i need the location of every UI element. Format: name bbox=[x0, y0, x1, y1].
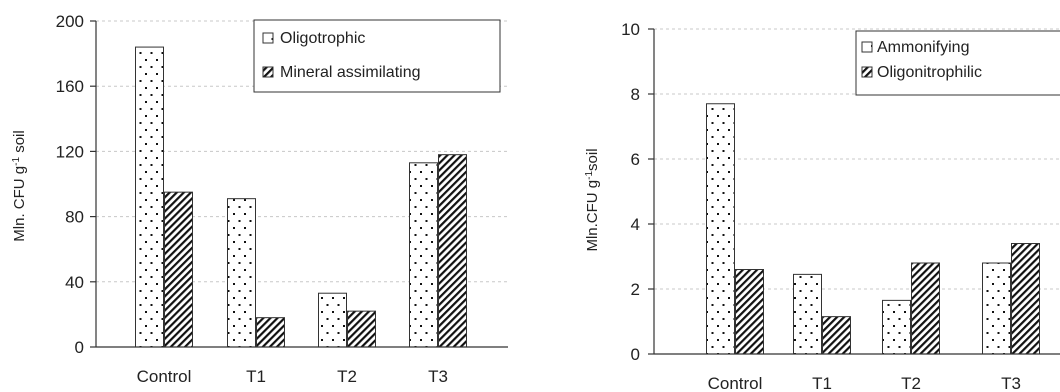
y-tick-label: 40 bbox=[65, 273, 84, 292]
chart-0-y-ticks: 0 40 80 120 160 200 bbox=[56, 12, 96, 357]
chart-1-legend: Ammonifying Oligonitrophilic bbox=[855, 30, 1060, 96]
legend-swatch-oligotrophic bbox=[262, 32, 274, 44]
legend-swatch-ammonifying bbox=[861, 41, 873, 53]
y-tick-label: 200 bbox=[56, 12, 84, 31]
chart-0-legend: Oligotrophic Mineral assimilating bbox=[253, 19, 501, 93]
x-category-label-t1: T1 bbox=[246, 367, 266, 386]
x-category-label-t2: T2 bbox=[337, 367, 357, 386]
x-category-label-t3: T3 bbox=[1001, 374, 1021, 392]
chart-0-y-axis-title: Mln. CFU g-1 soil bbox=[11, 130, 29, 241]
legend-label-oligonitrophilic: Oligonitrophilic bbox=[877, 64, 982, 81]
bar-oligotrophic-t2 bbox=[318, 292, 347, 348]
legend-label-oligotrophic: Oligotrophic bbox=[280, 30, 365, 47]
bar-ammonifying-t1 bbox=[793, 273, 822, 355]
x-category-label-t3: T3 bbox=[428, 367, 448, 386]
legend-swatch-oligonitrophilic bbox=[861, 66, 873, 78]
chart-1-y-ticks: 0 2 4 6 8 10 bbox=[621, 20, 654, 364]
y-tick-label: 8 bbox=[631, 85, 640, 104]
bar-oligotrophic-control bbox=[135, 46, 164, 348]
y-tick-label: 0 bbox=[75, 338, 84, 357]
legend-swatch-mineral-assimilating bbox=[262, 66, 274, 78]
bar-mineral-assimilating-t3 bbox=[438, 154, 467, 348]
legend-label-ammonifying: Ammonifying bbox=[877, 39, 969, 56]
chart-0-bars bbox=[135, 46, 467, 348]
bar-ammonifying-control bbox=[706, 103, 735, 355]
y-tick-label: 0 bbox=[631, 345, 640, 364]
chart-1-bars bbox=[706, 103, 1040, 355]
y-tick-label: 4 bbox=[631, 215, 640, 234]
y-tick-label: 10 bbox=[621, 20, 640, 39]
x-category-label-control: Control bbox=[137, 367, 192, 386]
bar-mineral-assimilating-t1 bbox=[256, 317, 285, 348]
y-tick-label: 6 bbox=[631, 150, 640, 169]
y-tick-label: 80 bbox=[65, 208, 84, 227]
bar-oligonitrophilic-t2 bbox=[911, 262, 940, 355]
bar-oligotrophic-t1 bbox=[227, 198, 256, 348]
bar-oligonitrophilic-control bbox=[735, 269, 764, 355]
chart-1-x-labels: Control T1 T2 T3 bbox=[708, 374, 1021, 392]
bar-ammonifying-t2 bbox=[882, 299, 911, 355]
chart-ammonifying-oligonitrophilic: 0 2 4 6 8 10 Control T1 T2 T3 Mln.CFU g-1soil Am… bbox=[584, 20, 1060, 392]
bar-mineral-assimilating-control bbox=[164, 191, 193, 348]
legend-label-mineral-assimilating: Mineral assimilating bbox=[280, 64, 421, 81]
chart-0-x-labels: Control T1 T2 T3 bbox=[137, 367, 448, 386]
x-category-label-t1: T1 bbox=[812, 374, 832, 392]
chart-1-legend-box bbox=[855, 30, 1060, 96]
bar-oligonitrophilic-t3 bbox=[1011, 243, 1040, 355]
y-tick-label: 160 bbox=[56, 77, 84, 96]
chart-1-y-axis-title: Mln.CFU g-1soil bbox=[584, 148, 602, 251]
y-tick-label: 120 bbox=[56, 142, 84, 161]
y-tick-label: 2 bbox=[631, 280, 640, 299]
bar-mineral-assimilating-t2 bbox=[347, 310, 376, 348]
x-category-label-control: Control bbox=[708, 374, 763, 392]
chart-oligotrophic-mineral: 0 40 80 120 160 200 Control T1 T2 T3 Mln. CFU g-… bbox=[11, 12, 508, 386]
bar-oligotrophic-t3 bbox=[409, 162, 438, 348]
chart-0-legend-box bbox=[253, 19, 501, 93]
x-category-label-t2: T2 bbox=[901, 374, 921, 392]
bar-oligonitrophilic-t1 bbox=[822, 316, 851, 355]
bar-ammonifying-t3 bbox=[982, 262, 1011, 355]
